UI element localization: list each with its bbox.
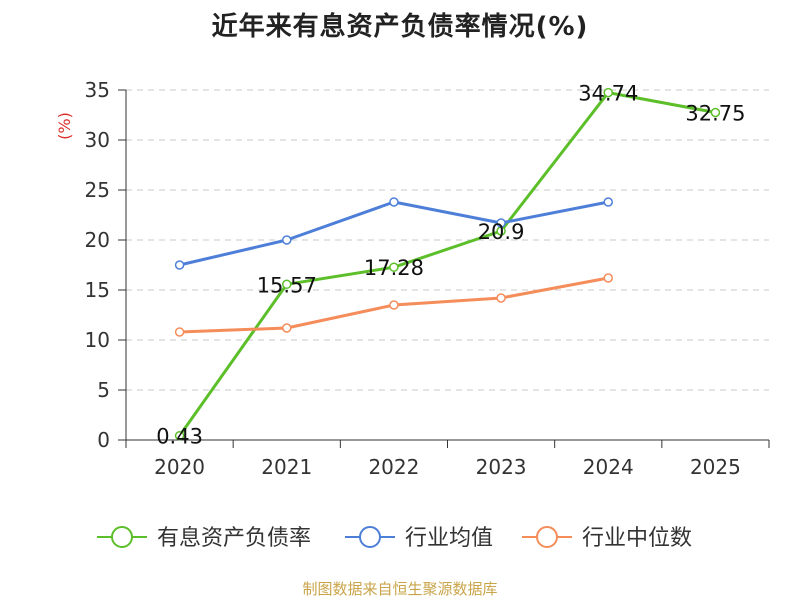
x-tick-label: 2025	[690, 455, 741, 479]
y-tick-label: 30	[85, 128, 110, 152]
data-point	[496, 218, 506, 228]
x-tick-label: 2024	[583, 455, 634, 479]
data-point	[174, 260, 185, 270]
data-point	[603, 87, 613, 98]
x-tick-label: 2020	[154, 455, 205, 479]
data-label: 15.57	[257, 273, 317, 297]
y-tick-label: 5	[97, 378, 110, 402]
data-point	[174, 327, 185, 337]
data-point	[389, 300, 399, 310]
data-point	[389, 262, 399, 272]
y-tick-label: 25	[85, 178, 110, 202]
x-tick-label: 2021	[261, 455, 312, 479]
x-tick-label: 2022	[368, 455, 419, 479]
legend-label: 行业中位数	[582, 526, 692, 551]
data-point	[710, 107, 721, 118]
source-footer: 制图数据来自恒生聚源数据库	[302, 580, 498, 598]
data-point	[496, 293, 506, 303]
y-tick-label: 0	[97, 428, 110, 452]
data-label: 20.9	[478, 220, 525, 244]
y-tick-label: 15	[85, 278, 110, 302]
data-point	[389, 197, 399, 207]
series-line	[178, 91, 716, 437]
chart-title: 近年来有息资产负债率情况(%)	[211, 12, 589, 42]
y-tick-label: 35	[85, 78, 110, 102]
data-label: 32.75	[685, 102, 745, 126]
legend-marker	[359, 526, 381, 548]
data-point	[603, 197, 613, 207]
legend-label: 行业均值	[405, 526, 493, 551]
legend-label: 有息资产负债率	[157, 526, 311, 551]
data-label: 34.74	[578, 82, 638, 106]
data-label: 0.43	[156, 425, 203, 449]
data-label: 17.28	[364, 256, 424, 280]
x-tick-label: 2023	[476, 455, 527, 479]
data-point	[282, 235, 292, 245]
data-point	[282, 323, 292, 333]
data-point	[174, 430, 185, 441]
y-tick-label: 10	[85, 328, 110, 352]
y-tick-label: 20	[85, 228, 110, 252]
data-point	[603, 273, 613, 283]
legend-marker	[536, 526, 558, 548]
legend-marker	[111, 526, 133, 548]
y-axis-label: (%)	[55, 112, 74, 140]
data-point	[282, 279, 292, 290]
